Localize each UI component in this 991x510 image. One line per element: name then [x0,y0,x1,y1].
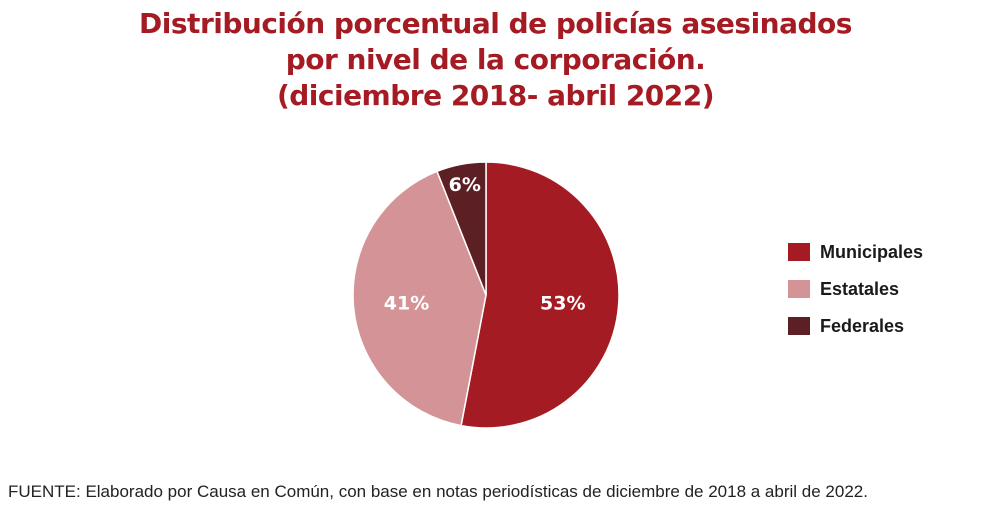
source-note: FUENTE: Elaborado por Causa en Común, co… [8,482,868,501]
pie-label-estatales: 41% [384,293,429,315]
pie-label-municipales: 53% [540,292,585,314]
pie-slice-federales [436,161,487,296]
pie-slice-estatales [352,170,487,427]
title-line-3: (diciembre 2018- abril 2022) [276,79,715,112]
legend: Municipales Estatales Federales [788,242,923,353]
title-line-2: por nivel de la corporación. [285,43,706,76]
pie-slice-municipales [460,161,620,429]
pie-label-federales: 6% [449,174,481,196]
legend-item-federales: Federales [788,316,923,336]
title-line-1: Distribución porcentual de policías ases… [139,7,852,40]
chart-title: Distribución porcentual de policías ases… [0,6,991,114]
legend-item-estatales: Estatales [788,279,923,299]
legend-item-municipales: Municipales [788,242,923,262]
legend-label-federales: Federales [820,315,905,336]
legend-swatch-estatales [788,280,810,298]
legend-label-municipales: Municipales [820,241,924,262]
legend-swatch-municipales [788,243,810,261]
legend-label-estatales: Estatales [820,278,900,299]
legend-swatch-federales [788,317,810,335]
